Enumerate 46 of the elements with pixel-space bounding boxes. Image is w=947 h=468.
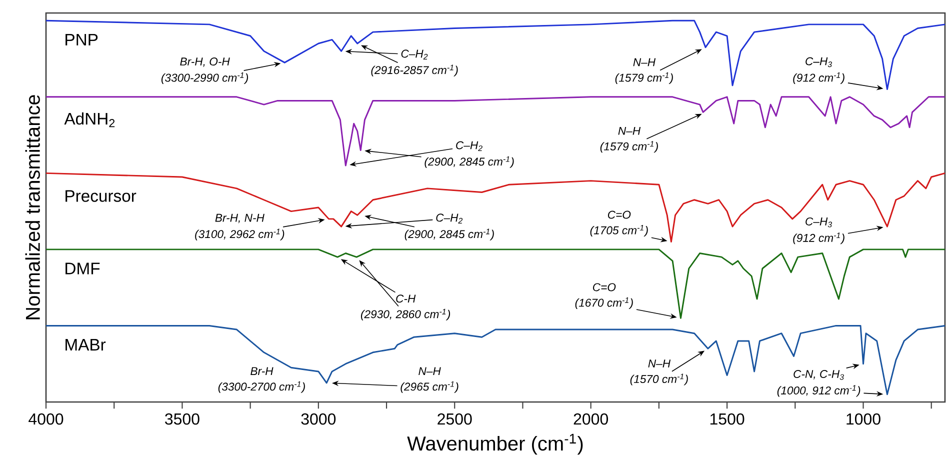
series-label: Precursor — [66, 190, 136, 202]
annotation: C–H$_{2}$ — [401, 50, 428, 60]
series-label: MABr — [66, 339, 106, 351]
annotation: N–H — [648, 360, 671, 368]
annotation: (2965 cm$^{-1}$) — [400, 381, 458, 393]
x-tick-label: 4000 — [28, 413, 64, 425]
annotation: (912 cm$^{-1}$) — [793, 232, 844, 244]
annotation: Br-H — [250, 367, 274, 375]
annotation: (1705 cm$^{-1}$) — [590, 224, 648, 237]
annotation: (1579 cm$^{-1}$) — [600, 141, 658, 153]
annotation: C–H$_{3}$ — [806, 217, 832, 228]
annotation: (3100, 2962 cm$^{-1}$) — [195, 228, 284, 240]
annotation: (1000, 912 cm$^{-1}$) — [777, 385, 860, 397]
series-label: DMF — [66, 262, 100, 274]
annotation: (2900, 2845 cm$^{-1}$) — [404, 228, 494, 240]
x-tick-label: 2000 — [574, 413, 608, 425]
annotation: (2900, 2845 cm$^{-1}$) — [424, 156, 514, 168]
annotation: C-H — [396, 294, 416, 303]
annotation: Br-H, O-H — [180, 58, 230, 67]
annotation: C-N, C-H$_{3}$ — [794, 370, 844, 380]
series-label: PNP — [66, 34, 98, 46]
annotation: (3300-2700 cm$^{-1}$) — [218, 381, 305, 393]
x-axis-title: Wavenumber (cm$^{-1}$) — [407, 434, 583, 455]
annotation: (912 cm$^{-1}$) — [793, 72, 844, 84]
annotation: (2930, 2860 cm$^{-1}$) — [360, 308, 450, 320]
annotation: C–H$_{3}$ — [806, 57, 832, 68]
annotation: N–H — [418, 367, 441, 375]
annotation: N–H — [618, 126, 641, 135]
annotation: C=O — [593, 283, 616, 292]
series-label: AdNH$_{2}$ — [64, 112, 115, 128]
annotation: Br-H, N-H — [215, 214, 264, 224]
annotation: (1670 cm$^{-1}$) — [575, 297, 633, 309]
annotation: (1570 cm$^{-1}$) — [630, 374, 688, 386]
x-tick-label: 1500 — [710, 413, 744, 425]
annotation: N–H — [633, 58, 656, 66]
x-tick-label: 3000 — [301, 413, 336, 425]
x-tick-label: 1000 — [846, 413, 880, 425]
y-axis-title: Normalized transmittance — [25, 95, 40, 320]
annotation: (2916-2857 cm$^{-1}$) — [371, 64, 458, 76]
annotation: (1579 cm$^{-1}$) — [615, 72, 673, 84]
x-tick-label: 3500 — [165, 413, 200, 425]
annotation: C–H$_{2}$ — [436, 214, 463, 224]
annotation: C=O — [608, 210, 631, 219]
annotation: (3300-2990 cm$^{-1}$) — [161, 72, 248, 84]
x-tick-label: 2500 — [438, 413, 472, 425]
annotation: C–H$_{2}$ — [456, 141, 482, 151]
